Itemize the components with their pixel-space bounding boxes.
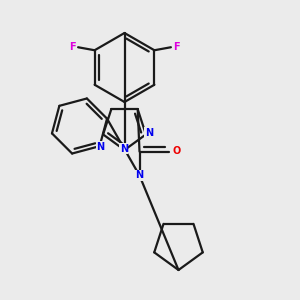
Text: F: F bbox=[173, 42, 180, 52]
Text: N: N bbox=[96, 142, 104, 152]
Text: O: O bbox=[173, 146, 181, 157]
Text: N: N bbox=[135, 170, 144, 181]
Text: N: N bbox=[120, 143, 128, 154]
Text: N: N bbox=[145, 128, 153, 138]
Text: F: F bbox=[69, 42, 76, 52]
